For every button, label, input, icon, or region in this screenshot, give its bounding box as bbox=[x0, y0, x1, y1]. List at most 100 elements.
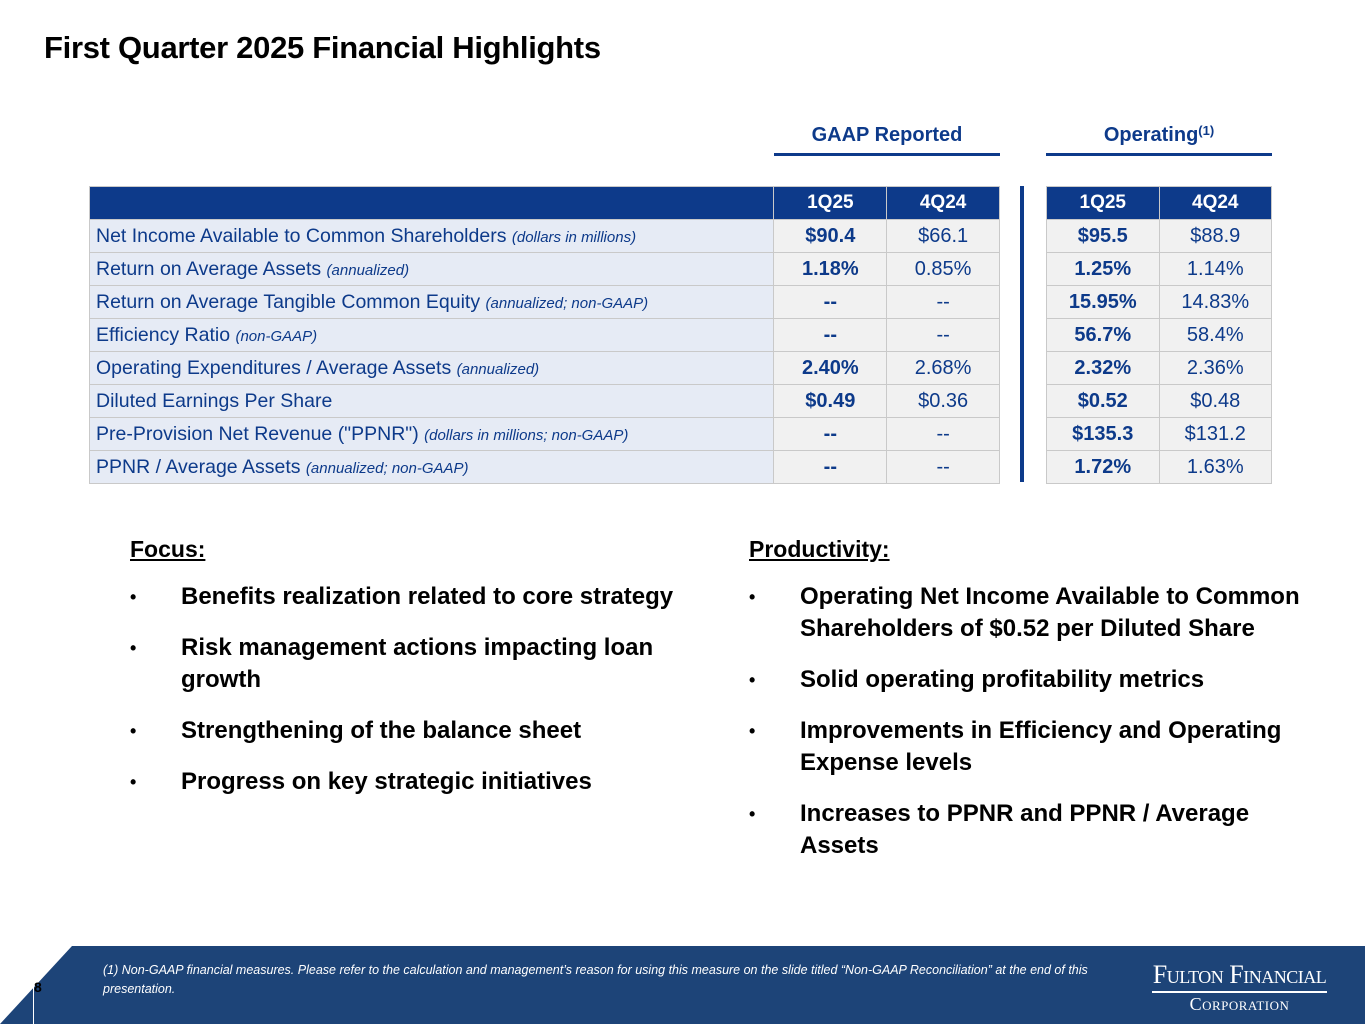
row-label-note: (annualized; non-GAAP) bbox=[305, 459, 469, 477]
gaap-4q24-value: -- bbox=[886, 450, 1000, 484]
operating-1q25-value: 15.95% bbox=[1046, 285, 1160, 319]
gaap-reported-header: GAAP Reported bbox=[774, 120, 1000, 156]
footer-corner-line bbox=[33, 946, 34, 1024]
list-item: • Increases to PPNR and PPNR / Average As… bbox=[749, 798, 1319, 862]
operating-4q24-value: $88.9 bbox=[1158, 219, 1272, 253]
operating-4q24-value: 2.36% bbox=[1158, 351, 1272, 385]
row-label: Return on Average Assets (annualized) bbox=[88, 252, 775, 286]
productivity-list: • Operating Net Income Available to Commo… bbox=[749, 581, 1319, 862]
row-label: Diluted Earnings Per Share bbox=[88, 384, 775, 418]
gaap-1q25-value: -- bbox=[773, 285, 888, 319]
list-item-text: Increases to PPNR and PPNR / Average Ass… bbox=[800, 800, 1250, 859]
gaap-4q24-value: -- bbox=[886, 417, 1000, 451]
list-item: • Progress on key strategic initiatives bbox=[130, 766, 710, 798]
operating-4q24-value: 1.14% bbox=[1158, 252, 1272, 286]
row-label-note: (annualized) bbox=[456, 360, 540, 378]
row-label: Pre-Provision Net Revenue ("PPNR") (doll… bbox=[88, 417, 775, 451]
operating-table: 1Q25 4Q24 $95.5 $88.9 1.25% 1.14% 15.95% 14.8… bbox=[1046, 186, 1272, 484]
table-row: 1.25% 1.14% bbox=[1046, 252, 1272, 286]
gaap-col-1q25: 1Q25 bbox=[773, 186, 888, 220]
table-row: PPNR / Average Assets (annualized; non-G… bbox=[88, 450, 1000, 484]
row-label-note: (dollars in millions; non-GAAP) bbox=[424, 426, 629, 444]
gaap-1q25-value: -- bbox=[773, 450, 888, 484]
list-item: • Improvements in Efficiency and Operatin… bbox=[749, 715, 1319, 779]
focus-list: • Benefits realization related to core st… bbox=[130, 581, 710, 798]
table-row: $95.5 $88.9 bbox=[1046, 219, 1272, 253]
gaap-col-4q24: 4Q24 bbox=[886, 186, 1000, 220]
gaap-4q24-value: 0.85% bbox=[886, 252, 1000, 286]
bullet-icon: • bbox=[130, 772, 137, 792]
operating-1q25-value: 1.72% bbox=[1046, 450, 1160, 484]
row-label: Efficiency Ratio (non-GAAP) bbox=[88, 318, 775, 352]
gaap-1q25-value: 2.40% bbox=[773, 351, 888, 385]
row-label-note: (annualized) bbox=[326, 261, 410, 279]
bullet-icon: • bbox=[749, 721, 756, 741]
row-label: PPNR / Average Assets (annualized; non-G… bbox=[88, 450, 775, 484]
list-item: • Solid operating profitability metrics bbox=[749, 664, 1319, 696]
gaap-1q25-value: $90.4 bbox=[773, 219, 888, 253]
operating-col-4q24: 4Q24 bbox=[1158, 186, 1272, 220]
list-item-text: Progress on key strategic initiatives bbox=[181, 768, 592, 795]
operating-col-1q25: 1Q25 bbox=[1046, 186, 1160, 220]
list-item: • Benefits realization related to core st… bbox=[130, 581, 710, 613]
focus-section: Focus: • Benefits realization related to … bbox=[130, 536, 710, 817]
company-logo: Fulton Financial Corporation bbox=[1152, 960, 1327, 1015]
table-row: $135.3 $131.2 bbox=[1046, 417, 1272, 451]
footer-bar bbox=[0, 946, 1365, 1024]
row-label-text: Net Income Available to Common Sharehold… bbox=[96, 224, 507, 247]
row-label: Return on Average Tangible Common Equity… bbox=[88, 285, 775, 319]
bullet-icon: • bbox=[130, 638, 137, 658]
row-label-note: (annualized; non-GAAP) bbox=[485, 294, 649, 312]
row-label-text: Operating Expenditures / Average Assets bbox=[96, 356, 452, 379]
operating-4q24-value: 14.83% bbox=[1158, 285, 1272, 319]
table-divider bbox=[1020, 186, 1024, 482]
bullet-icon: • bbox=[749, 804, 756, 824]
operating-4q24-value: 1.63% bbox=[1158, 450, 1272, 484]
operating-1q25-value: $135.3 bbox=[1046, 417, 1160, 451]
table-row: Diluted Earnings Per Share $0.49 $0.36 bbox=[88, 384, 1000, 418]
list-item: • Operating Net Income Available to Commo… bbox=[749, 581, 1319, 645]
footnote: (1) Non-GAAP financial measures. Please … bbox=[103, 963, 1088, 996]
bullet-icon: • bbox=[130, 721, 137, 741]
table-row: Net Income Available to Common Sharehold… bbox=[88, 219, 1000, 253]
table-row: Pre-Provision Net Revenue ("PPNR") (doll… bbox=[88, 417, 1000, 451]
operating-header: Operating(1) bbox=[1046, 120, 1272, 156]
list-item-text: Risk management actions impacting loan g… bbox=[181, 634, 654, 693]
operating-1q25-value: 56.7% bbox=[1046, 318, 1160, 352]
row-label-text: Return on Average Assets bbox=[96, 257, 322, 280]
table-row: Return on Average Tangible Common Equity… bbox=[88, 285, 1000, 319]
logo-line-1: Fulton Financial bbox=[1152, 960, 1327, 993]
row-label-text: PPNR / Average Assets bbox=[96, 455, 301, 478]
gaap-4q24-value: -- bbox=[886, 318, 1000, 352]
operating-table-header-row: 1Q25 4Q24 bbox=[1046, 186, 1272, 220]
table-row: $0.52 $0.48 bbox=[1046, 384, 1272, 418]
bullet-icon: • bbox=[130, 587, 137, 607]
productivity-heading: Productivity: bbox=[749, 536, 890, 562]
gaap-1q25-value: -- bbox=[773, 318, 888, 352]
operating-1q25-value: 1.25% bbox=[1046, 252, 1160, 286]
table-row: 2.32% 2.36% bbox=[1046, 351, 1272, 385]
gaap-4q24-value: $66.1 bbox=[886, 219, 1000, 253]
operating-4q24-value: $131.2 bbox=[1158, 417, 1272, 451]
footnote-ref: (1) bbox=[1198, 123, 1215, 138]
row-label-text: Diluted Earnings Per Share bbox=[96, 389, 333, 412]
table-row: 15.95% 14.83% bbox=[1046, 285, 1272, 319]
table-header-blank bbox=[88, 186, 775, 220]
page-title: First Quarter 2025 Financial Highlights bbox=[44, 30, 601, 65]
row-label-text: Pre-Provision Net Revenue ("PPNR") bbox=[96, 422, 419, 445]
gaap-4q24-value: 2.68% bbox=[886, 351, 1000, 385]
page-number: 8 bbox=[34, 979, 42, 995]
gaap-1q25-value: $0.49 bbox=[773, 384, 888, 418]
productivity-section: Productivity: • Operating Net Income Avai… bbox=[749, 536, 1319, 881]
bullet-icon: • bbox=[749, 670, 756, 690]
table-row: 1.72% 1.63% bbox=[1046, 450, 1272, 484]
row-label-note: (non-GAAP) bbox=[235, 327, 318, 345]
row-label-note: (dollars in millions) bbox=[511, 228, 637, 246]
focus-heading: Focus: bbox=[130, 536, 206, 562]
row-label: Net Income Available to Common Sharehold… bbox=[88, 219, 775, 253]
table-row: Efficiency Ratio (non-GAAP) -- -- bbox=[88, 318, 1000, 352]
list-item: • Strengthening of the balance sheet bbox=[130, 715, 710, 747]
gaap-1q25-value: 1.18% bbox=[773, 252, 888, 286]
row-label-text: Return on Average Tangible Common Equity bbox=[96, 290, 481, 313]
list-item-text: Operating Net Income Available to Common… bbox=[800, 583, 1300, 642]
